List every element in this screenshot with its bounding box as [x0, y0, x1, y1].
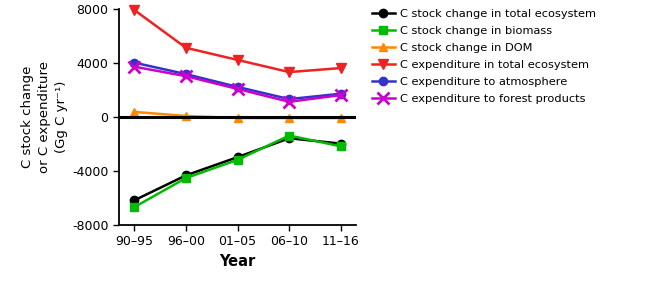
C stock change in total ecosystem [337, 142, 345, 145]
Legend: C stock change in total ecosystem, C stock change in biomass, C stock change in : C stock change in total ecosystem, C sto… [372, 9, 597, 104]
C expenditure in total ecosystem [234, 58, 242, 62]
C stock change in total ecosystem [234, 156, 242, 159]
C stock change in biomass [182, 176, 190, 180]
C expenditure in total ecosystem [337, 66, 345, 70]
C stock change in biomass [337, 145, 345, 148]
C stock change in biomass [234, 158, 242, 162]
C stock change in DOM [285, 116, 293, 120]
Line: C stock change in biomass: C stock change in biomass [130, 131, 345, 211]
Line: C expenditure to forest products: C expenditure to forest products [129, 61, 346, 107]
C stock change in DOM [130, 110, 138, 114]
C expenditure to forest products [285, 100, 293, 103]
C expenditure to atmosphere [234, 85, 242, 89]
C stock change in DOM [182, 114, 190, 118]
C expenditure to forest products [182, 74, 190, 78]
C stock change in total ecosystem [182, 174, 190, 177]
Line: C expenditure to atmosphere: C expenditure to atmosphere [130, 58, 345, 103]
C expenditure to forest products [234, 87, 242, 91]
C stock change in total ecosystem [285, 137, 293, 140]
C expenditure to atmosphere [182, 72, 190, 76]
Line: C stock change in DOM: C stock change in DOM [130, 108, 345, 122]
C expenditure in total ecosystem [130, 8, 138, 12]
C stock change in biomass [285, 134, 293, 137]
Line: C expenditure in total ecosystem: C expenditure in total ecosystem [129, 5, 346, 77]
C stock change in DOM [337, 116, 345, 120]
C expenditure to forest products [337, 93, 345, 97]
X-axis label: Year: Year [220, 254, 255, 269]
C expenditure to atmosphere [130, 61, 138, 65]
C expenditure in total ecosystem [182, 46, 190, 50]
Y-axis label: C stock change
or C expenditure
(Gg C yr⁻¹): C stock change or C expenditure (Gg C yr… [20, 61, 68, 173]
C expenditure to forest products [130, 65, 138, 69]
C expenditure to atmosphere [285, 97, 293, 101]
C expenditure in total ecosystem [285, 70, 293, 74]
Line: C stock change in total ecosystem: C stock change in total ecosystem [130, 134, 345, 204]
C stock change in DOM [234, 116, 242, 120]
C stock change in biomass [130, 205, 138, 209]
C stock change in total ecosystem [130, 199, 138, 202]
C expenditure to atmosphere [337, 92, 345, 95]
